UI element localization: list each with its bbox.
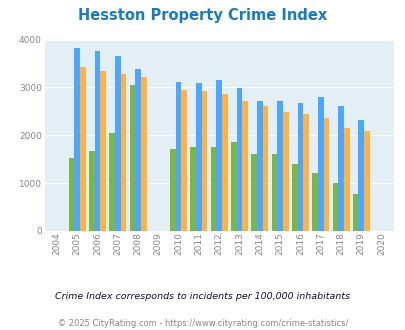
Bar xyxy=(317,97,323,231)
Bar xyxy=(352,194,358,231)
Text: © 2025 CityRating.com - https://www.cityrating.com/crime-statistics/: © 2025 CityRating.com - https://www.city… xyxy=(58,319,347,328)
Bar xyxy=(222,94,227,231)
Bar xyxy=(175,82,181,231)
Text: Hesston Property Crime Index: Hesston Property Crime Index xyxy=(78,8,327,23)
Bar xyxy=(89,151,94,231)
Bar xyxy=(181,90,187,231)
Text: Crime Index corresponds to incidents per 100,000 inhabitants: Crime Index corresponds to incidents per… xyxy=(55,292,350,301)
Bar xyxy=(323,118,328,231)
Bar xyxy=(201,91,207,231)
Bar xyxy=(210,147,216,231)
Bar xyxy=(297,103,303,231)
Bar xyxy=(242,101,247,231)
Bar xyxy=(135,69,141,231)
Bar xyxy=(74,48,80,231)
Bar xyxy=(216,80,222,231)
Bar xyxy=(230,142,236,231)
Bar xyxy=(262,106,268,231)
Bar xyxy=(196,83,201,231)
Bar xyxy=(363,131,369,231)
Bar xyxy=(68,158,74,231)
Bar xyxy=(271,154,277,231)
Bar xyxy=(100,71,106,231)
Bar xyxy=(94,51,100,231)
Bar xyxy=(80,67,85,231)
Bar xyxy=(115,56,120,231)
Bar xyxy=(337,106,343,231)
Bar xyxy=(291,164,297,231)
Bar xyxy=(303,114,308,231)
Bar xyxy=(358,119,363,231)
Bar xyxy=(190,147,196,231)
Bar xyxy=(129,84,135,231)
Bar xyxy=(282,112,288,231)
Bar xyxy=(311,173,317,231)
Bar xyxy=(109,133,115,231)
Bar xyxy=(251,154,256,231)
Bar xyxy=(332,183,337,231)
Bar xyxy=(170,149,175,231)
Bar xyxy=(141,78,146,231)
Bar xyxy=(343,128,349,231)
Bar xyxy=(256,101,262,231)
Bar xyxy=(120,74,126,231)
Bar xyxy=(277,101,282,231)
Bar xyxy=(236,88,242,231)
